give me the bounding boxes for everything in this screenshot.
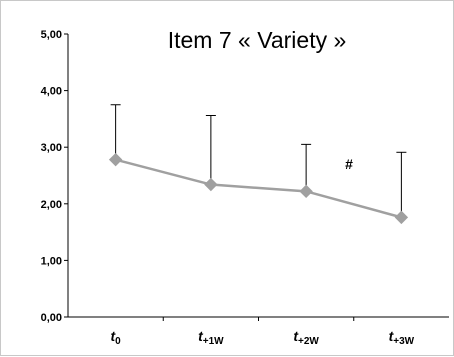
y-tick-label: 1,00	[41, 255, 62, 267]
y-tick-label: 0,00	[41, 312, 62, 324]
annotations: #	[345, 156, 353, 172]
x-tick-label: t+2W	[293, 328, 319, 347]
x-tick-label-subscript: 0	[115, 336, 121, 347]
axes	[64, 33, 449, 321]
y-tick-label: 2,00	[41, 199, 62, 211]
x-tick-label: t+1W	[198, 328, 224, 347]
data-point-marker	[299, 184, 313, 199]
x-tick-label: t0	[111, 328, 122, 347]
x-tick-label-subscript: +1W	[203, 336, 224, 347]
data-point-marker	[204, 177, 218, 192]
x-tick-label-main: t	[111, 328, 117, 344]
series-line-layer	[115, 158, 402, 219]
data-point-marker	[394, 210, 409, 225]
x-tick-label-main: t	[198, 328, 204, 344]
chart-title: Item 7 « Variety »	[168, 27, 347, 53]
x-tick-label-subscript: +2W	[298, 336, 319, 347]
x-tick-label-main: t	[389, 328, 395, 344]
y-tick-label: 3,00	[41, 142, 62, 154]
data-markers	[108, 152, 409, 225]
series-line	[115, 158, 402, 219]
data-point-marker	[108, 152, 123, 167]
y-tick-label: 5,00	[41, 29, 62, 41]
error-bars	[110, 104, 407, 218]
x-tick-label-subscript: +3W	[393, 336, 414, 347]
x-tick-label-main: t	[293, 328, 299, 344]
y-tick-label: 4,00	[41, 86, 62, 98]
significance-marker: #	[345, 156, 353, 172]
x-tick-label: t+3W	[389, 328, 415, 347]
